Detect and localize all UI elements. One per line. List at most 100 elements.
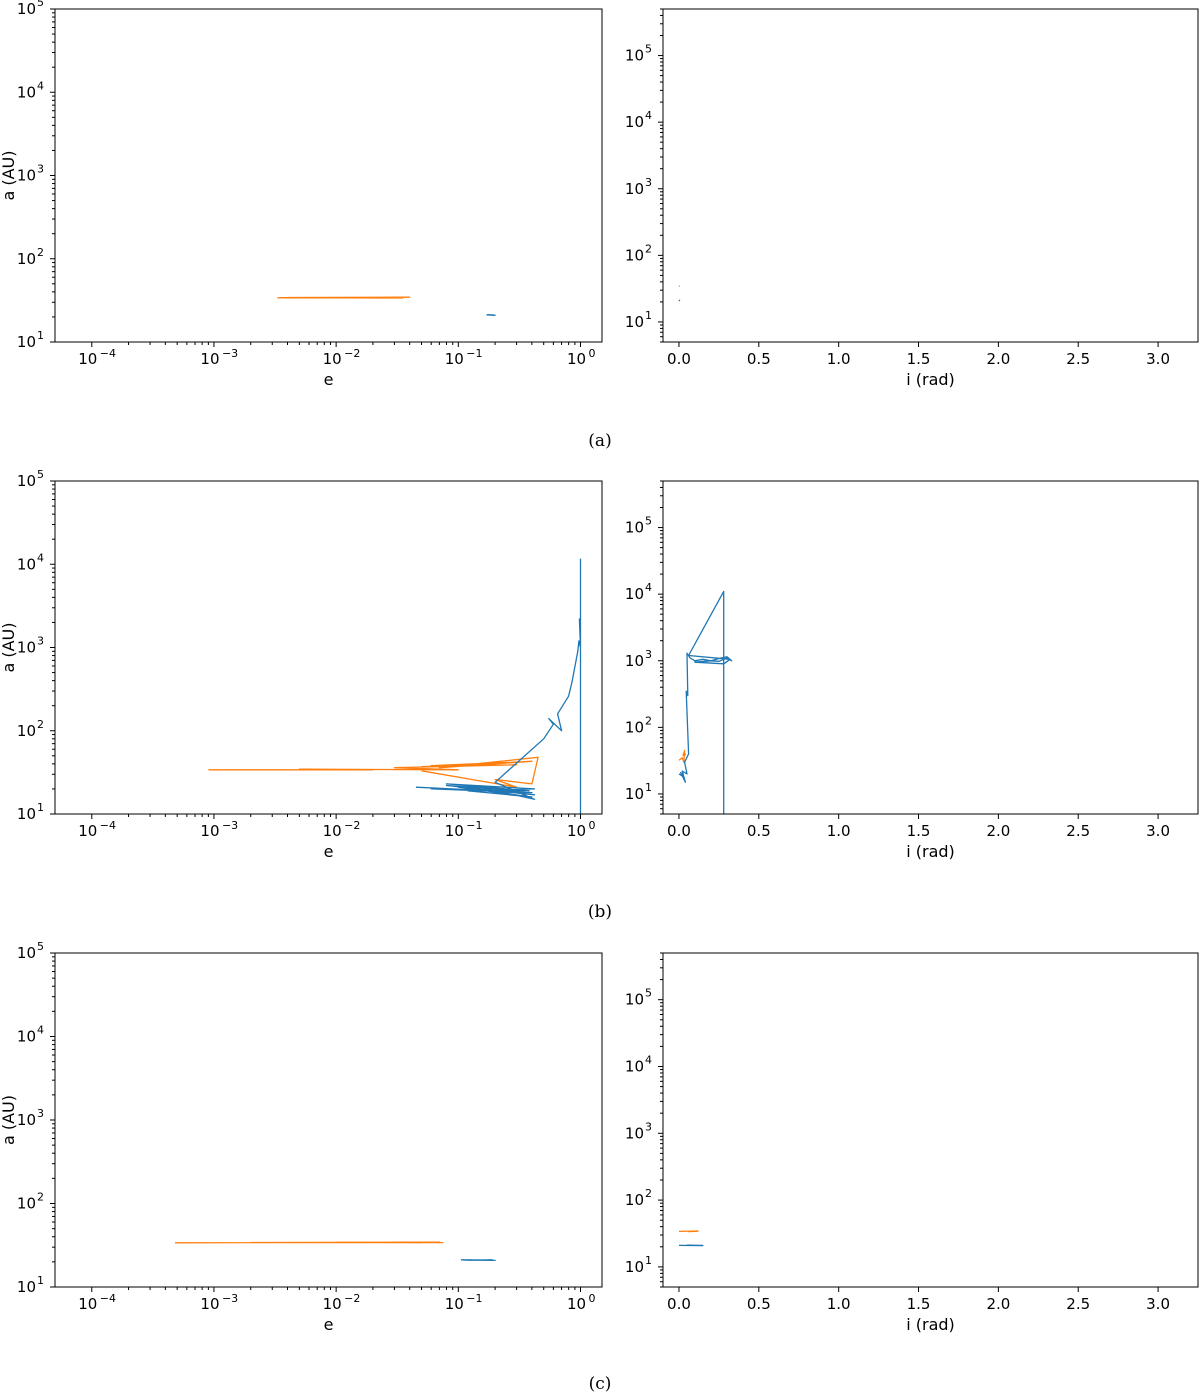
y-tick-label: 10 [625,1124,644,1142]
x-tick-exponent: 0 [588,347,595,360]
y-tick-label: 10 [17,639,36,657]
x-tick-label: 1.5 [907,822,931,840]
y-tick-exponent: 5 [37,468,44,481]
y-tick-exponent: 4 [645,581,652,594]
y-tick-label: 10 [17,555,36,573]
y-tick-label: 10 [625,785,644,803]
y-tick-label: 10 [625,313,644,331]
series-blue-line [486,314,496,316]
x-tick-label: 1.0 [827,1295,851,1313]
x-tick-label: 2.0 [986,350,1010,368]
x-tick-label: 3.0 [1146,822,1170,840]
y-tick-label: 10 [625,718,644,736]
y-tick-exponent: 5 [645,987,652,1000]
y-tick-exponent: 5 [645,515,652,528]
x-tick-label: 10 [200,1295,219,1313]
series-orange-line [277,296,411,299]
y-tick-exponent: 5 [645,43,652,56]
x-tick-label: 1.5 [907,1295,931,1313]
y-tick-exponent: 1 [37,801,44,814]
x-tick-exponent: 0 [588,819,595,832]
axes-frame [54,480,603,815]
x-axis-label: i (rad) [906,842,955,861]
x-axis-label: i (rad) [906,1315,955,1334]
y-tick-label: 10 [625,113,644,131]
axes-frame [54,952,603,1288]
x-tick-label: 2.5 [1066,350,1090,368]
y-tick-label: 10 [17,1195,36,1213]
y-tick-exponent: 2 [645,242,652,255]
y-tick-exponent: 3 [37,1107,44,1120]
y-tick-label: 10 [17,0,36,18]
y-tick-label: 10 [625,1191,644,1209]
x-tick-label: 0.0 [667,350,691,368]
y-tick-label: 10 [625,47,644,65]
x-tick-exponent: −3 [222,347,238,360]
series-blue-line [415,558,582,815]
x-tick-exponent: −1 [466,1292,482,1305]
x-tick-label: 0.0 [667,822,691,840]
x-tick-label: 10 [323,822,342,840]
y-tick-exponent: 2 [645,1187,652,1200]
x-tick-exponent: −4 [100,819,116,832]
x-tick-exponent: −4 [100,1292,116,1305]
y-tick-exponent: 4 [645,1053,652,1066]
x-tick-label: 0.5 [747,350,771,368]
y-tick-exponent: 2 [37,1191,44,1204]
y-tick-exponent: 2 [37,718,44,731]
y-tick-label: 10 [625,652,644,670]
x-tick-label: 3.0 [1146,1295,1170,1313]
x-tick-label: 10 [445,350,464,368]
y-tick-exponent: 2 [37,246,44,259]
x-tick-exponent: −4 [100,347,116,360]
series-orange-line [678,285,681,288]
caption-a: (a) [588,431,611,451]
y-tick-label: 10 [625,1258,644,1276]
x-tick-label: 2.0 [986,822,1010,840]
x-tick-label: 0.5 [747,1295,771,1313]
series-blue-line [678,299,681,302]
y-tick-label: 10 [17,83,36,101]
y-tick-label: 10 [625,585,644,603]
y-tick-label: 10 [17,333,36,351]
y-tick-exponent: 1 [645,781,652,794]
axes-frame [54,8,603,343]
x-tick-exponent: −2 [344,819,360,832]
series-orange-line [174,1241,444,1244]
x-tick-exponent: −1 [466,819,482,832]
x-tick-label: 2.5 [1066,822,1090,840]
x-tick-label: 2.5 [1066,1295,1090,1313]
y-tick-label: 10 [17,1278,36,1296]
y-tick-exponent: 1 [645,1254,652,1267]
x-tick-label: 10 [567,1295,586,1313]
x-tick-label: 10 [445,822,464,840]
x-axis-label: i (rad) [906,370,955,389]
y-tick-label: 10 [625,519,644,537]
y-tick-exponent: 2 [645,714,652,727]
y-tick-exponent: 3 [37,635,44,648]
series-blue-line [678,590,733,815]
series-orange-line [678,1230,699,1233]
y-tick-label: 10 [625,991,644,1009]
x-axis-label: e [324,1315,334,1334]
y-tick-exponent: 4 [37,551,44,564]
x-tick-label: 0.5 [747,822,771,840]
axes-frame [662,952,1199,1288]
y-tick-exponent: 1 [37,1274,44,1287]
series-orange-line [678,749,687,763]
x-tick-label: 1.5 [907,350,931,368]
x-axis-label: e [324,842,334,861]
x-tick-label: 2.0 [986,1295,1010,1313]
y-tick-label: 10 [17,1111,36,1129]
y-tick-exponent: 3 [37,163,44,176]
y-tick-exponent: 3 [645,176,652,189]
x-tick-label: 0.0 [667,1295,691,1313]
y-tick-exponent: 4 [37,79,44,92]
x-tick-label: 1.0 [827,350,851,368]
